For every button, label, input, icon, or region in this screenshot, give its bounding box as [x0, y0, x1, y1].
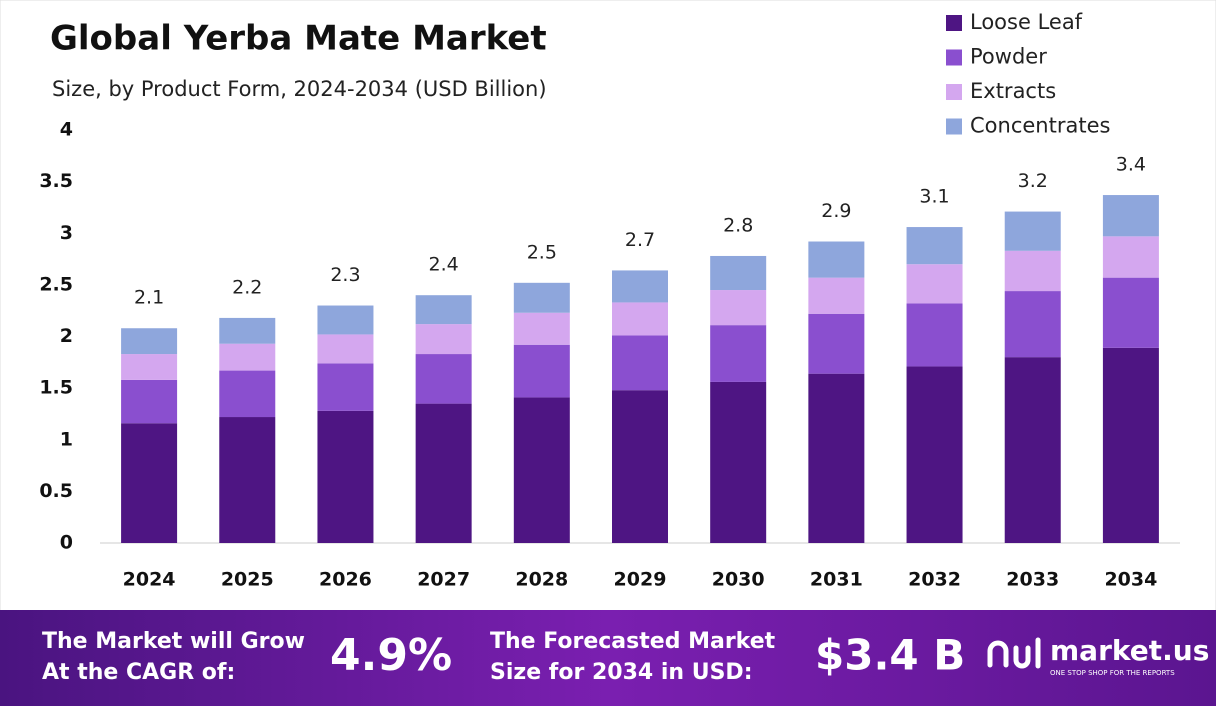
- chart-title: Global Yerba Mate Market: [50, 19, 547, 59]
- forecast-text: Size for 2034 in USD:: [490, 660, 753, 685]
- bar-segment: [612, 390, 668, 543]
- legend-label: Powder: [970, 45, 1047, 69]
- bar-segment: [906, 264, 963, 304]
- x-tick-label: 2026: [319, 569, 372, 591]
- logo-icon: [987, 637, 1041, 669]
- total-label: 3.1: [919, 186, 949, 208]
- bar-segment: [612, 335, 668, 391]
- legend-label: Extracts: [970, 79, 1056, 103]
- bar-segment: [1004, 250, 1061, 292]
- bar-segment: [710, 325, 767, 382]
- x-tick-label: 2024: [123, 569, 176, 591]
- total-label: 2.5: [527, 241, 557, 263]
- bar-segment: [415, 295, 472, 325]
- cagr-text: At the CAGR of:: [42, 660, 235, 685]
- logo-tagline: ONE STOP SHOP FOR THE REPORTS: [1050, 669, 1175, 677]
- y-tick-label: 2: [60, 325, 73, 347]
- bar-segment: [906, 366, 963, 543]
- cagr-value: 4.9%: [330, 630, 452, 681]
- x-tick-label: 2025: [221, 569, 274, 591]
- y-tick-label: 0.5: [39, 480, 73, 502]
- legend-label: Loose Leaf: [970, 10, 1083, 34]
- y-tick-label: 1: [60, 428, 73, 450]
- bar-segment: [121, 328, 178, 355]
- bar-segment: [513, 282, 570, 313]
- x-tick-label: 2032: [908, 569, 961, 591]
- legend-swatch: [946, 118, 962, 135]
- bar-segment: [710, 255, 767, 291]
- bar-segment: [1102, 347, 1159, 543]
- bar-segment: [612, 302, 668, 336]
- total-label: 2.8: [723, 214, 753, 236]
- bar-segment: [121, 354, 178, 380]
- bar-segment: [1102, 195, 1159, 237]
- bar-segment: [808, 277, 865, 314]
- legend-swatch: [946, 49, 962, 66]
- bar-segment: [121, 379, 178, 424]
- y-tick-label: 0: [60, 532, 73, 554]
- bar-segment: [1004, 357, 1061, 543]
- bar-segment: [906, 303, 963, 367]
- bar-segment: [513, 344, 570, 398]
- bar-segment: [808, 373, 865, 543]
- legend-label: Concentrates: [970, 114, 1110, 138]
- bar-segment: [513, 397, 570, 543]
- chart-subtitle: Size, by Product Form, 2024-2034 (USD Bi…: [52, 77, 547, 101]
- bar-segment: [219, 343, 276, 371]
- bar-segment: [808, 313, 865, 374]
- total-label: 2.7: [625, 229, 655, 251]
- y-tick-label: 2.5: [39, 273, 73, 295]
- x-tick-label: 2034: [1104, 569, 1157, 591]
- footer-band: [0, 610, 1216, 706]
- x-tick-label: 2027: [417, 569, 470, 591]
- legend-swatch: [946, 84, 962, 100]
- x-tick-label: 2030: [712, 569, 765, 591]
- x-tick-label: 2031: [810, 569, 863, 591]
- bar-segment: [317, 334, 374, 364]
- cagr-text: The Market will Grow: [42, 629, 305, 654]
- bar-segment: [317, 410, 374, 543]
- bar-segment: [415, 354, 472, 404]
- bar-segment: [219, 417, 276, 543]
- y-tick-label: 4: [60, 119, 73, 141]
- x-tick-label: 2033: [1006, 569, 1059, 591]
- y-tick-label: 1.5: [39, 377, 73, 399]
- bar-segment: [219, 370, 276, 418]
- logo: market.us: [1050, 634, 1209, 667]
- forecast-value: $3.4 B: [815, 631, 965, 680]
- bar-segment: [710, 290, 767, 326]
- bar-segment: [317, 305, 374, 335]
- legend-swatch: [946, 15, 962, 31]
- bar-segment: [1004, 211, 1061, 251]
- x-tick-label: 2029: [614, 569, 667, 591]
- bar-segment: [1102, 277, 1159, 348]
- bar-segment: [1102, 236, 1159, 278]
- total-label: 2.1: [134, 287, 164, 309]
- bar-segment: [612, 270, 668, 303]
- bar-segment: [906, 227, 963, 265]
- total-label: 3.2: [1018, 170, 1048, 192]
- bar-segment: [415, 403, 472, 543]
- total-label: 2.2: [232, 276, 262, 298]
- total-label: 2.9: [821, 200, 851, 222]
- bar-segment: [513, 312, 570, 345]
- bar-segment: [219, 317, 276, 344]
- bar-segment: [121, 423, 178, 543]
- bar-segment: [710, 381, 767, 543]
- bar-segment: [415, 324, 472, 355]
- total-label: 3.4: [1116, 154, 1146, 176]
- bar-segment: [317, 363, 374, 411]
- total-label: 2.4: [429, 254, 459, 276]
- forecast-text: The Forecasted Market: [490, 629, 776, 654]
- y-tick-label: 3.5: [39, 170, 73, 192]
- bar-segment: [1004, 291, 1061, 358]
- y-tick-label: 3: [60, 222, 73, 244]
- plot: 0 0.5 1 1.5 2 2.5 3 3.5 4 2024 2.1 2025 2.2 2026 2.3 20…: [39, 10, 1159, 591]
- x-tick-label: 2028: [515, 569, 568, 591]
- total-label: 2.3: [330, 264, 360, 286]
- bar-segment: [808, 241, 865, 278]
